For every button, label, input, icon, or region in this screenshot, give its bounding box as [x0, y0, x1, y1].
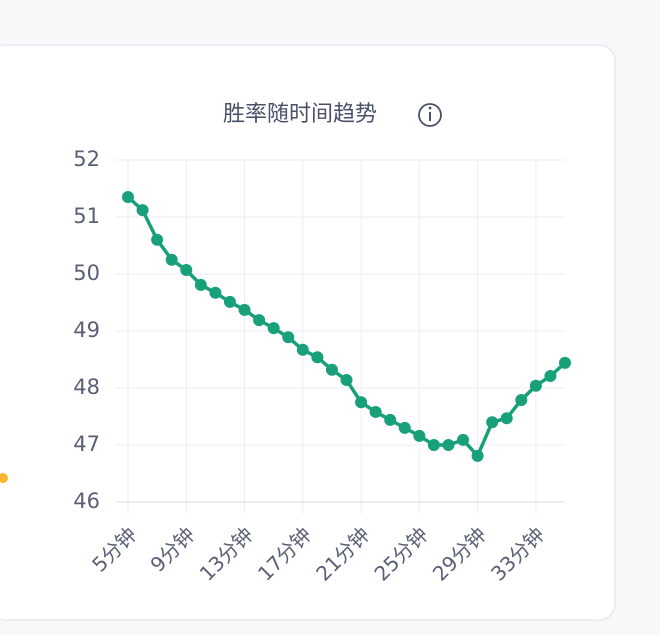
point [165, 253, 178, 266]
point [311, 351, 324, 364]
card [0, 44, 616, 621]
point [486, 416, 499, 429]
point [325, 363, 338, 376]
point [267, 322, 280, 335]
point [122, 191, 134, 204]
point [253, 314, 266, 327]
y-tick-label: 49 [73, 318, 100, 342]
point [369, 405, 382, 418]
point [413, 429, 426, 442]
point [471, 449, 484, 462]
point [355, 396, 368, 409]
y-tick-label: 46 [73, 489, 100, 513]
y-tick-label: 48 [73, 375, 100, 399]
point [384, 413, 397, 426]
point [442, 439, 455, 451]
chart-title: 胜率随时间趋势 [223, 102, 377, 127]
point [398, 421, 411, 434]
point [209, 286, 222, 299]
info-icon[interactable] [418, 103, 442, 127]
y-tick-label: 52 [73, 147, 100, 171]
point [238, 303, 251, 316]
point [223, 295, 236, 308]
point [457, 433, 470, 446]
point [529, 379, 542, 392]
point [296, 343, 309, 356]
point [136, 204, 149, 217]
side-dot [0, 473, 8, 483]
point [559, 356, 571, 369]
point [427, 439, 440, 451]
point [340, 374, 353, 387]
point [515, 393, 528, 406]
y-tick-label: 50 [73, 261, 100, 285]
y-tick-label: 47 [73, 432, 100, 456]
point [194, 278, 207, 291]
point [282, 331, 295, 344]
point [151, 233, 164, 246]
point [180, 264, 193, 277]
y-tick-label: 51 [73, 204, 100, 228]
point [500, 412, 513, 425]
point [544, 370, 557, 383]
